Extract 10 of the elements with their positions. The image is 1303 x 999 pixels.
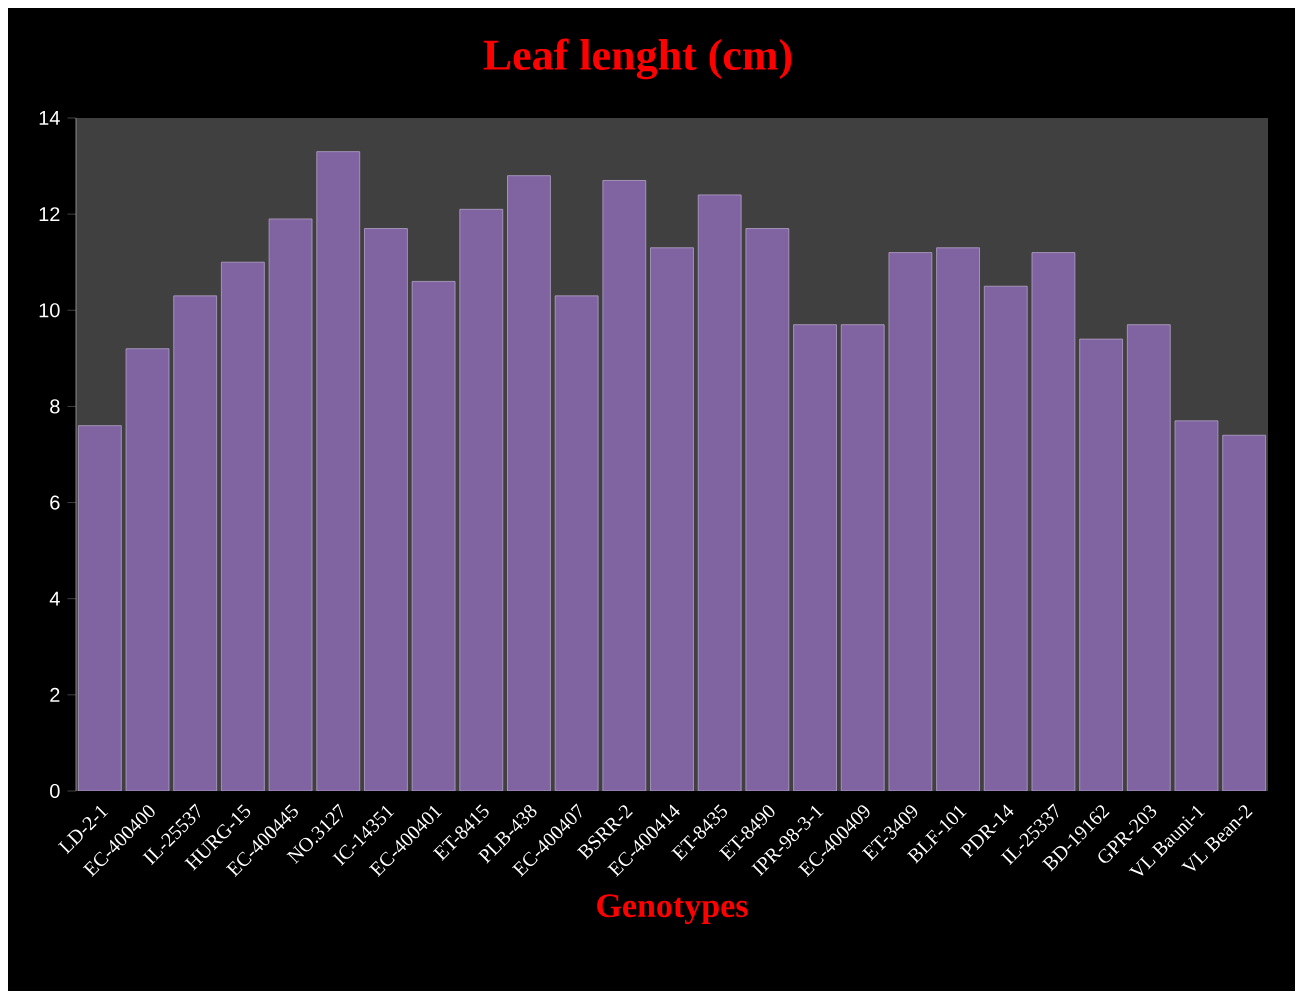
y-tick-label: 0 — [50, 783, 60, 799]
y-tick-label: 2 — [50, 687, 60, 702]
y-tick-label: 14 — [39, 111, 60, 125]
y-tick-label: 8 — [50, 399, 60, 414]
y-tick-label: 12 — [39, 207, 60, 222]
x-axis-title: Genotypes — [597, 894, 748, 925]
y-tick-label: 10 — [39, 303, 60, 318]
y-tick-label: 6 — [50, 495, 60, 510]
y-tick-label: 4 — [49, 591, 60, 606]
chart-title: Leaf lenght (cm) — [483, 38, 792, 80]
